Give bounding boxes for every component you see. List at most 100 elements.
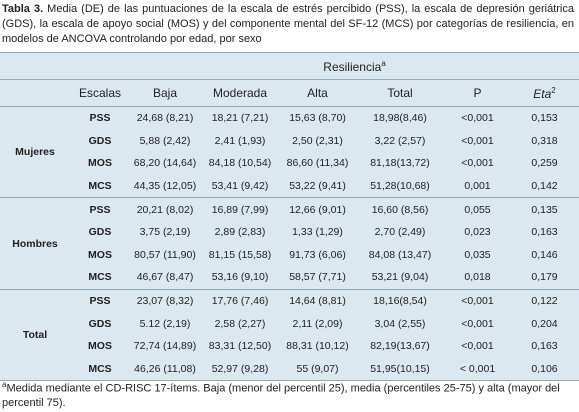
scale-label: PSS bbox=[89, 112, 111, 125]
scale-label: GDS bbox=[88, 317, 112, 330]
cell: 81,18(13,72) bbox=[370, 157, 430, 170]
cell: 53,16 (9,10) bbox=[211, 271, 269, 284]
cell: 1,33 (1,29) bbox=[292, 226, 343, 239]
column-header-text: Escalas bbox=[78, 86, 122, 100]
cell: <0,001 bbox=[445, 288, 510, 313]
column-header: Alta bbox=[280, 79, 355, 107]
cell: 24,68 (8,21) bbox=[136, 112, 194, 125]
cell: 0,163 bbox=[531, 226, 558, 239]
data-row: MCS 46,26 (11,08) 52,97 (9,28) 55 (9,07) 51,… bbox=[0, 358, 579, 381]
cell: 84,08 (13,47) bbox=[368, 248, 432, 261]
cell: 72,74 (14,89) bbox=[133, 340, 197, 353]
cell: 0,259 bbox=[531, 157, 558, 170]
cell: 58,57 (7,71) bbox=[289, 271, 346, 284]
column-header: Total bbox=[355, 79, 445, 107]
cell: 46,26 (11,08) bbox=[134, 362, 196, 375]
cell: < 0,001 bbox=[459, 362, 496, 375]
cell: 51,28(10,68) bbox=[370, 180, 430, 193]
cell: 81,15 (15,58) bbox=[208, 248, 272, 261]
empty-cell bbox=[0, 79, 70, 107]
caption-text: Media (DE) de las puntuaciones de la esc… bbox=[2, 3, 574, 45]
cell: 44,35 (12,05) bbox=[133, 180, 197, 193]
data-row: MOS 72,74 (14,89) 83,31 (12,50) 88,31 (10,1… bbox=[0, 335, 579, 358]
column-header: Moderada bbox=[200, 79, 280, 107]
footnote-text: Medida mediante el CD-RISC 17-ítems. Baj… bbox=[2, 382, 560, 409]
cell: 0,204 bbox=[531, 317, 558, 330]
column-header: Escalas bbox=[70, 79, 130, 107]
cell: 0,001 bbox=[464, 180, 491, 193]
cell: 3,75 (2,19) bbox=[139, 226, 191, 239]
cell: 16,89 (7,99) bbox=[200, 197, 280, 221]
cell: 5,88 (2,42) bbox=[139, 134, 191, 147]
cell: 0,106 bbox=[531, 362, 558, 375]
column-header-text: Alta bbox=[307, 86, 328, 100]
cell: 51,95(10,15) bbox=[370, 362, 430, 375]
data-row: MOS 80,57 (11,90) 81,15 (15,58) 91,73 (6,06… bbox=[0, 244, 579, 267]
scale-label: GDS bbox=[88, 226, 112, 239]
column-header-text: P bbox=[473, 86, 482, 100]
cell: 0,153 bbox=[531, 112, 558, 125]
scale-label: MCS bbox=[88, 180, 112, 193]
column-header: P bbox=[445, 79, 510, 107]
cell: 46,67 (8,47) bbox=[136, 271, 194, 284]
data-row: GDS 3,75 (2,19) 2,89 (2,83) 1,33 (1,29) 2,70… bbox=[0, 221, 579, 244]
column-header-text: Total bbox=[387, 86, 413, 100]
cell: <0,001 bbox=[461, 112, 494, 125]
cell: 0,142 bbox=[531, 180, 558, 193]
scale-label: MCS bbox=[88, 271, 112, 284]
column-header-text: Eta bbox=[533, 86, 552, 101]
cell: 20,21 (8,02) bbox=[130, 197, 200, 221]
cell: 0,179 bbox=[531, 271, 558, 284]
cell: 53,21 (9,04) bbox=[371, 271, 429, 284]
data-row: Total PSS 23,07 (8,32) 17,76 (7,46) 14,64 (8… bbox=[0, 288, 579, 381]
cell: 18,16(8,54) bbox=[355, 288, 445, 313]
footnote: aMedida mediante el CD-RISC 17-ítems. Ba… bbox=[2, 378, 577, 410]
cell: 2,41 (1,93) bbox=[214, 134, 266, 147]
scale-label: PSS bbox=[70, 288, 130, 313]
cell: 5.12 (2,19) bbox=[139, 317, 191, 330]
data-row: MCS 46,67 (8,47) 53,16 (9,10) 58,57 (7,71) 5… bbox=[0, 266, 579, 289]
cell: 18,21 (7,21) bbox=[211, 112, 269, 125]
cell: 2,58 (2,27) bbox=[214, 317, 266, 330]
cell: <0,001 bbox=[461, 340, 494, 353]
cell: 12,66 (9,01) bbox=[280, 197, 355, 221]
cell: 0,023 bbox=[464, 226, 491, 239]
column-header-text: Baja bbox=[152, 86, 178, 100]
cell: 2,50 (2,31) bbox=[292, 134, 343, 147]
table-body: Resilienciaa Escalas Baja Moderada Alta Total… bbox=[0, 53, 579, 381]
cell: 2,89 (2,83) bbox=[214, 226, 266, 239]
header-row: Resilienciaa bbox=[0, 53, 579, 80]
group-label: Mujeres bbox=[15, 146, 55, 159]
cell: 0,122 bbox=[510, 288, 579, 313]
cell: 0,318 bbox=[531, 134, 558, 147]
cell: 84,18 (10,54) bbox=[208, 157, 272, 170]
cell: 68,20 (14,64) bbox=[133, 157, 197, 170]
cell: 0,146 bbox=[531, 248, 558, 261]
scale-label: MOS bbox=[88, 157, 112, 170]
column-header: Eta2 bbox=[510, 79, 579, 107]
cell: 15,63 (8,70) bbox=[289, 112, 346, 125]
column-header-text: Moderada bbox=[212, 86, 268, 100]
cell: 23,07 (8,32) bbox=[130, 288, 200, 313]
group-header: Resilienciaa bbox=[130, 53, 579, 80]
cell: 16,60 (8,56) bbox=[355, 197, 445, 221]
cell: 17,76 (7,46) bbox=[200, 288, 280, 313]
caption: Tabla 3. Media (DE) de las puntuaciones … bbox=[2, 2, 574, 47]
cell: 18,98(8,46) bbox=[373, 112, 427, 125]
header-row: Escalas Baja Moderada Alta Total P Eta2 bbox=[0, 79, 579, 107]
cell: 80,57 (11,90) bbox=[134, 248, 196, 261]
group-label: Hombres bbox=[0, 197, 70, 290]
cell: 83,31 (12,50) bbox=[208, 340, 272, 353]
empty-cell bbox=[0, 53, 130, 80]
cell: 2,11 (2,09) bbox=[292, 317, 343, 330]
column-header: Baja bbox=[130, 79, 200, 107]
data-row: MCS 44,35 (12,05) 53,41 (9,42) 53,22 (9,41)… bbox=[0, 175, 579, 198]
cell: 2,70 (2,49) bbox=[374, 226, 426, 239]
data-row: GDS 5,88 (2,42) 2,41 (1,93) 2,50 (2,31) 3,22… bbox=[0, 130, 579, 153]
cell: 88,31 (10,12) bbox=[286, 340, 349, 353]
cell: 86,60 (11,34) bbox=[286, 157, 349, 170]
group-header-text: Resiliencia bbox=[323, 59, 382, 74]
group-label: Total bbox=[0, 288, 70, 381]
scale-label: MOS bbox=[88, 248, 112, 261]
group-header-sup: a bbox=[381, 58, 386, 68]
